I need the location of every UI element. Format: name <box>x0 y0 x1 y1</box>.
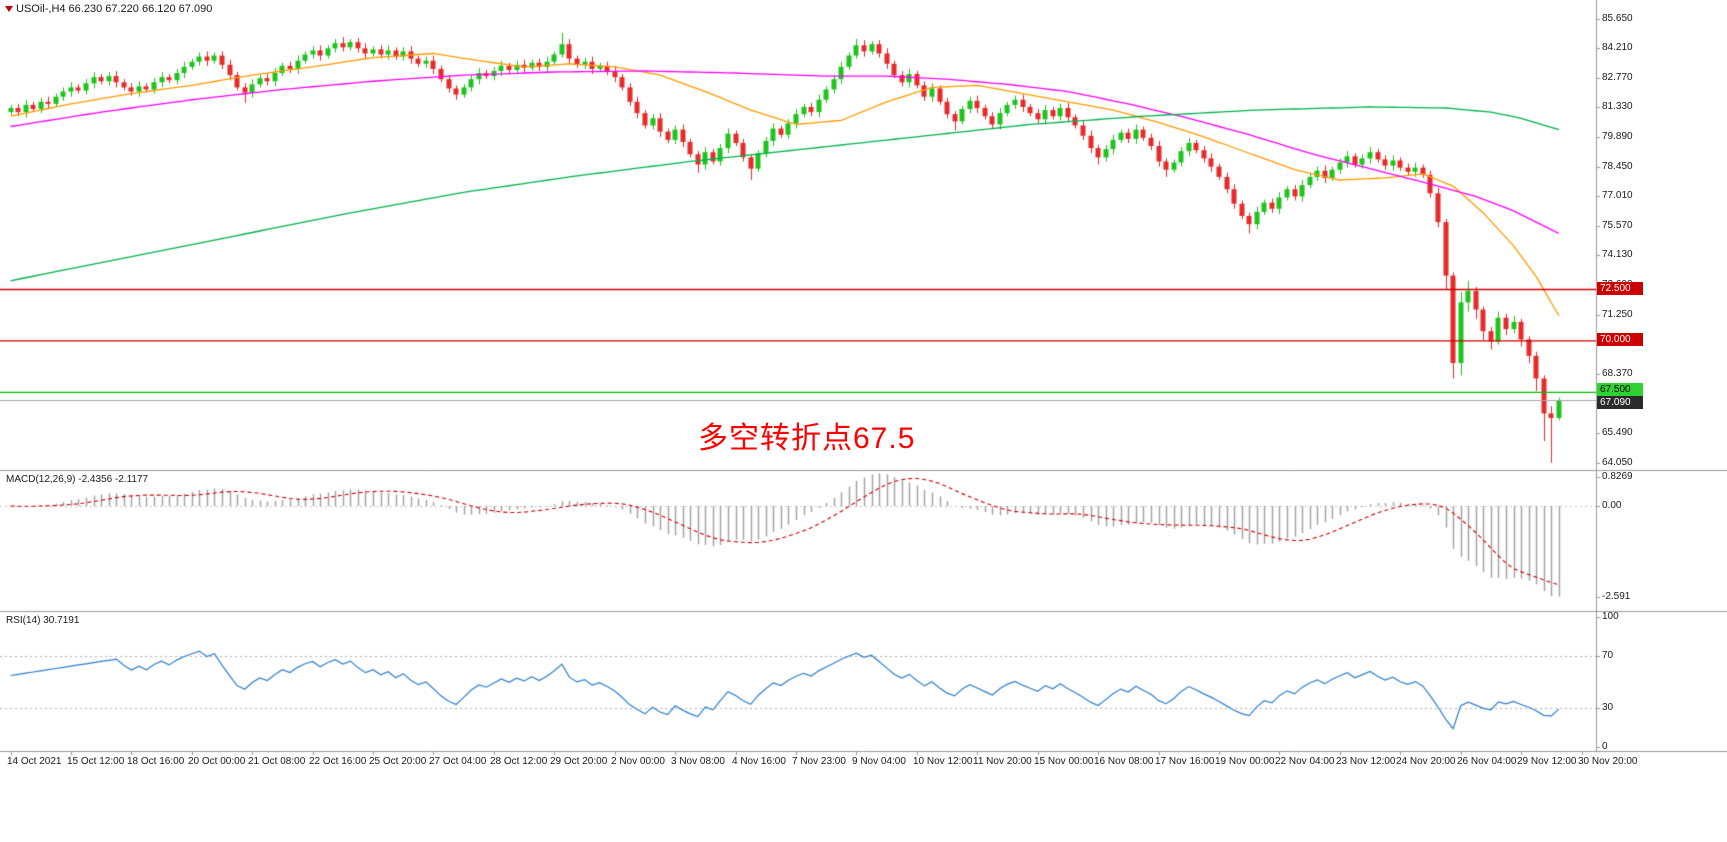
time-axis-label: 20 Oct 00:00 <box>188 756 246 767</box>
time-axis-label: 29 Oct 20:00 <box>550 756 608 767</box>
time-axis-label: 3 Nov 08:00 <box>671 756 725 767</box>
time-axis-label: 15 Oct 12:00 <box>67 756 125 767</box>
macd-axis-label: 0.00 <box>1602 500 1622 511</box>
price-axis-label: 81.330 <box>1602 101 1633 112</box>
time-axis-label: 15 Nov 00:00 <box>1034 756 1094 767</box>
time-axis-label: 22 Nov 04:00 <box>1275 756 1335 767</box>
price-axis-label: 84.210 <box>1602 42 1633 53</box>
time-axis-label: 24 Nov 20:00 <box>1396 756 1456 767</box>
price-axis-label: 85.650 <box>1602 13 1633 24</box>
price-tag-67500: 67.500 <box>1597 383 1643 396</box>
current-price-tag: 67.090 <box>1597 396 1643 409</box>
time-axis-label: 17 Nov 16:00 <box>1155 756 1215 767</box>
macd-axis-label: 0.8269 <box>1602 471 1633 482</box>
symbol-marker-icon <box>5 6 13 12</box>
price-axis-label: 78.450 <box>1602 161 1633 172</box>
price-axis-label: 74.130 <box>1602 249 1633 260</box>
time-axis-label: 18 Oct 16:00 <box>127 756 185 767</box>
time-axis-label: 22 Oct 16:00 <box>309 756 367 767</box>
rsi-axis-label: 70 <box>1602 650 1614 661</box>
price-axis-label: 64.050 <box>1602 457 1633 468</box>
time-axis-label: 28 Oct 12:00 <box>490 756 548 767</box>
price-tag-70000: 70.000 <box>1597 333 1643 346</box>
macd-axis-label: -2.591 <box>1602 591 1631 602</box>
time-axis-label: 21 Oct 08:00 <box>248 756 306 767</box>
time-axis-label: 10 Nov 12:00 <box>913 756 973 767</box>
chart-annotation: 多空转折点67.5 <box>698 422 916 455</box>
time-axis-label: 16 Nov 08:00 <box>1094 756 1154 767</box>
time-axis-label: 23 Nov 12:00 <box>1336 756 1396 767</box>
time-axis-label: 30 Nov 20:00 <box>1578 756 1638 767</box>
time-axis-label: 11 Nov 20:00 <box>973 756 1032 767</box>
time-axis-label: 4 Nov 16:00 <box>732 756 786 767</box>
price-axis-label: 71.250 <box>1602 309 1633 320</box>
macd-label: MACD(12,26,9) -2.4356 -2.1177 <box>6 474 149 485</box>
price-tag-72500: 72.500 <box>1597 282 1643 295</box>
time-axis-label: 26 Nov 04:00 <box>1457 756 1517 767</box>
price-axis-label: 68.370 <box>1602 368 1633 379</box>
time-axis-label: 14 Oct 2021 <box>7 756 62 767</box>
price-axis-label: 65.490 <box>1602 427 1633 438</box>
rsi-axis-label: 100 <box>1602 611 1619 622</box>
price-axis-label: 75.570 <box>1602 220 1633 231</box>
rsi-axis-label: 30 <box>1602 702 1614 713</box>
time-axis-label: 9 Nov 04:00 <box>852 756 906 767</box>
price-axis-label: 82.770 <box>1602 72 1633 83</box>
rsi-label: RSI(14) 30.7191 <box>6 615 80 626</box>
time-axis-label: 25 Oct 20:00 <box>369 756 427 767</box>
time-axis-label: 29 Nov 12:00 <box>1517 756 1577 767</box>
rsi-axis-label: 0 <box>1602 741 1608 752</box>
time-axis-label: 2 Nov 00:00 <box>611 756 665 767</box>
time-axis-label: 7 Nov 23:00 <box>792 756 846 767</box>
time-axis-label: 19 Nov 00:00 <box>1215 756 1275 767</box>
price-axis-label: 77.010 <box>1602 190 1633 201</box>
chart-header: USOil-,H4 66.230 67.220 66.120 67.090 <box>5 3 212 15</box>
price-axis-label: 79.890 <box>1602 131 1633 142</box>
symbol-title: USOil-,H4 66.230 67.220 66.120 67.090 <box>16 3 213 15</box>
time-axis-label: 27 Oct 04:00 <box>429 756 487 767</box>
